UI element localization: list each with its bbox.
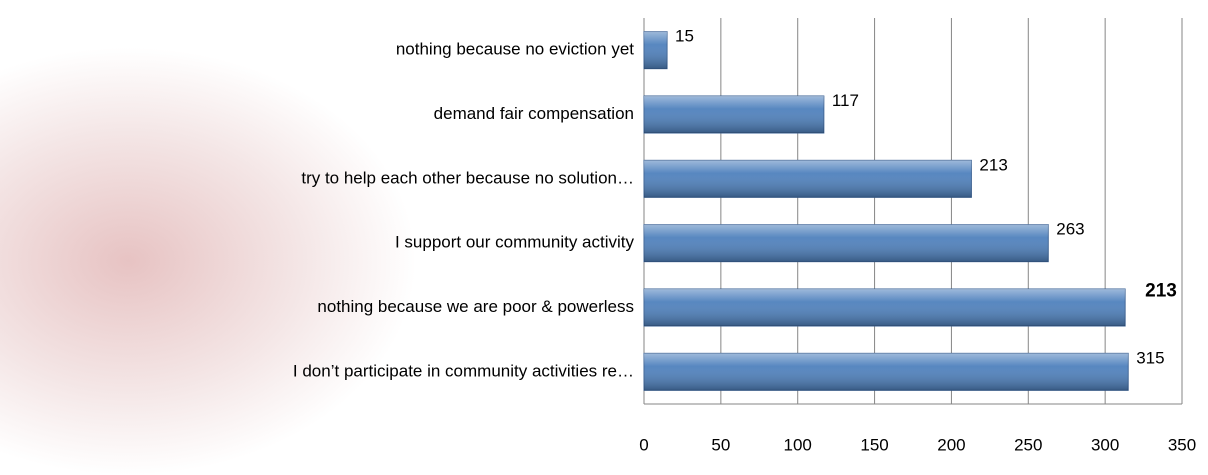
annotation: 213 (1145, 281, 1177, 302)
y-tick-label: try to help each other because no soluti… (301, 168, 634, 187)
x-tick-label: 150 (860, 435, 888, 454)
data-label: 213 (979, 155, 1007, 174)
y-tick-label: I don’t participate in community activit… (293, 361, 634, 380)
background (0, 0, 640, 475)
y-tick-label: I support our community activity (395, 233, 635, 252)
bar-shade (644, 160, 972, 198)
bar-shade (644, 96, 824, 133)
bar-shade (644, 31, 668, 69)
x-tick-label: 200 (937, 435, 965, 454)
data-label: 315 (1136, 348, 1164, 367)
data-label: 263 (1056, 220, 1084, 239)
y-tick-label: nothing because no eviction yet (396, 40, 634, 59)
bar-shade (644, 224, 1049, 262)
x-tick-label: 0 (639, 435, 648, 454)
x-tick-label: 250 (1014, 435, 1042, 454)
bar-shade (644, 353, 1129, 391)
x-tick-label: 50 (711, 435, 730, 454)
data-label: 15 (675, 27, 694, 46)
x-tick-label: 300 (1091, 435, 1119, 454)
x-tick-label: 100 (784, 435, 812, 454)
data-label: 117 (832, 91, 859, 110)
y-tick-label: nothing because we are poor & powerless (317, 297, 634, 316)
bar-shade (644, 289, 1126, 326)
x-tick-label: 350 (1168, 435, 1196, 454)
y-tick-label: demand fair compensation (434, 104, 634, 123)
